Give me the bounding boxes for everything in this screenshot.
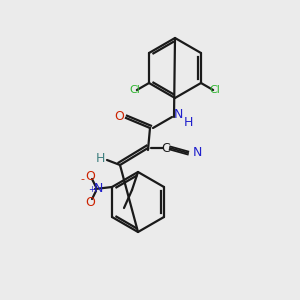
Text: N: N (93, 182, 103, 196)
Text: -: - (80, 174, 84, 184)
Text: N: N (173, 109, 183, 122)
Text: N: N (192, 146, 202, 160)
Text: O: O (85, 196, 95, 209)
Text: O: O (85, 170, 95, 184)
Text: C: C (162, 142, 170, 154)
Text: H: H (183, 116, 193, 128)
Text: Cl: Cl (130, 85, 140, 95)
Text: H: H (95, 152, 105, 164)
Text: +: + (88, 184, 95, 194)
Text: Cl: Cl (210, 85, 220, 95)
Text: O: O (114, 110, 124, 124)
